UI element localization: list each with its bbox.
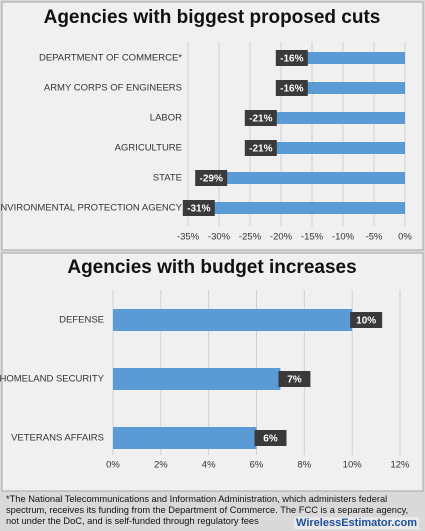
value-label: -21% bbox=[249, 114, 272, 125]
value-label-box bbox=[182, 200, 215, 216]
x-tick-label: 0% bbox=[398, 232, 412, 243]
bar bbox=[305, 52, 405, 64]
bar bbox=[225, 172, 405, 184]
x-tick-label: 8% bbox=[297, 460, 311, 471]
x-tick-label: 4% bbox=[202, 460, 216, 471]
x-tick-label: -35% bbox=[177, 232, 200, 243]
x-tick-label: -10% bbox=[332, 232, 355, 243]
y-tick-label: VETERANS AFFAIRS bbox=[11, 433, 104, 444]
value-label: -29% bbox=[200, 174, 223, 185]
x-tick-label: 0% bbox=[106, 460, 120, 471]
x-tick-label: -30% bbox=[208, 232, 231, 243]
value-label: 10% bbox=[356, 316, 376, 327]
x-tick-label: -5% bbox=[366, 232, 383, 243]
bar bbox=[274, 112, 405, 124]
y-tick-label: DEFENSE bbox=[59, 315, 104, 326]
value-label-box bbox=[275, 80, 308, 96]
source: WirelessEstimator.com bbox=[294, 517, 419, 529]
value-label: 7% bbox=[287, 375, 302, 386]
chart-title: Agencies with budget increases bbox=[67, 257, 356, 278]
bar bbox=[113, 427, 257, 449]
bar bbox=[305, 82, 405, 94]
value-label-box bbox=[244, 110, 277, 126]
y-tick-label: LABOR bbox=[150, 113, 182, 124]
value-label-box bbox=[244, 140, 277, 156]
value-label: -16% bbox=[280, 54, 303, 65]
y-tick-label: ENVIRONMENTAL PROTECTION AGENCY bbox=[0, 203, 183, 214]
bar bbox=[274, 142, 405, 154]
x-tick-label: -15% bbox=[301, 232, 324, 243]
value-label-box bbox=[350, 312, 383, 328]
footnote: *The National Telecommunications and Inf… bbox=[6, 494, 409, 526]
bar bbox=[113, 368, 281, 390]
y-tick-label: HOMELAND SECURITY bbox=[0, 374, 105, 385]
x-tick-label: 12% bbox=[390, 460, 410, 471]
y-tick-label: STATE bbox=[153, 173, 182, 184]
chart-title: Agencies with biggest proposed cuts bbox=[44, 7, 381, 28]
value-label: -16% bbox=[280, 84, 303, 95]
y-tick-label: ARMY CORPS OF ENGINEERS bbox=[44, 83, 182, 94]
x-tick-label: 2% bbox=[154, 460, 168, 471]
value-label-box bbox=[195, 170, 228, 186]
value-label-box bbox=[278, 371, 311, 387]
x-tick-label: -25% bbox=[239, 232, 262, 243]
y-tick-label: DEPARTMENT OF COMMERCE* bbox=[39, 53, 182, 64]
x-tick-label: 6% bbox=[250, 460, 264, 471]
x-tick-label: 10% bbox=[343, 460, 363, 471]
bar bbox=[113, 309, 353, 331]
value-label-box bbox=[275, 50, 308, 66]
value-label: 6% bbox=[263, 434, 278, 445]
bar bbox=[212, 202, 405, 214]
x-tick-label: -20% bbox=[270, 232, 293, 243]
y-tick-label: AGRICULTURE bbox=[115, 143, 182, 154]
value-label: -31% bbox=[187, 204, 210, 215]
value-label: -21% bbox=[249, 144, 272, 155]
value-label-box bbox=[254, 430, 287, 446]
